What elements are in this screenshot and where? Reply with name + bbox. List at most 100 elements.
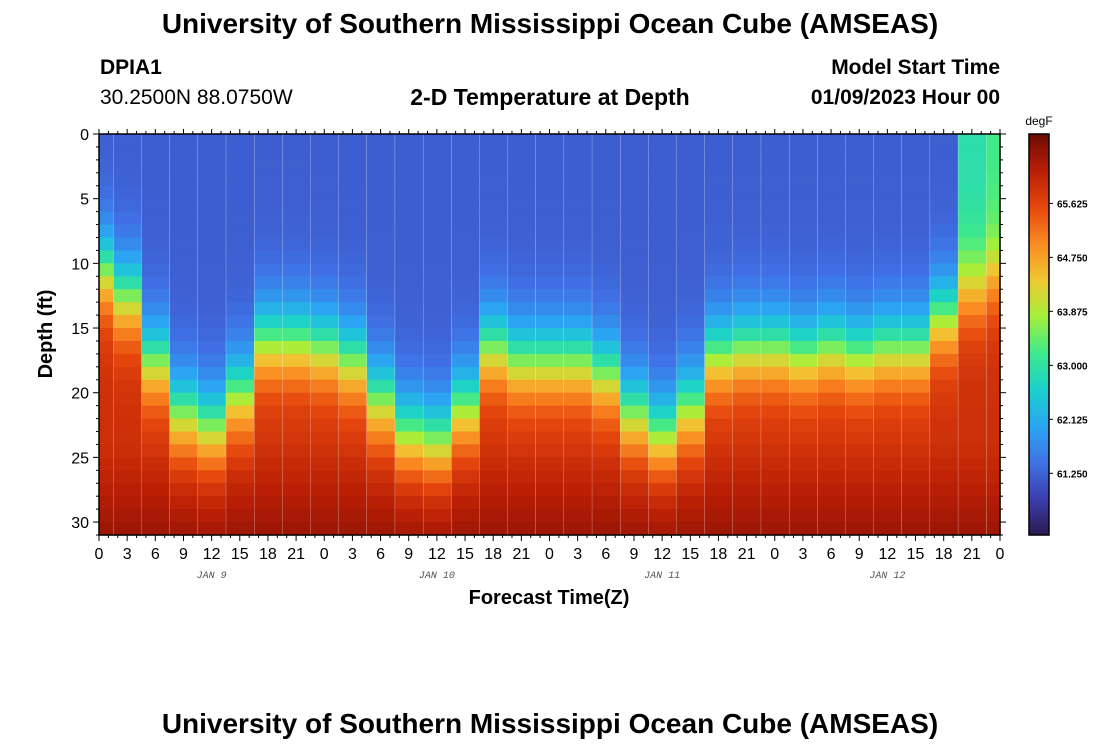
- heatmap-cell: [99, 224, 114, 239]
- heatmap-cell: [310, 353, 339, 368]
- heatmap-cell: [507, 276, 536, 290]
- heatmap-cell: [507, 172, 536, 187]
- heatmap-cell: [817, 405, 846, 420]
- heatmap-cell: [169, 185, 198, 200]
- heatmap-cell: [930, 405, 958, 420]
- heatmap-cell: [254, 237, 283, 252]
- y-tick-label: 5: [80, 192, 89, 209]
- heatmap-cell: [197, 366, 226, 381]
- heatmap-cell: [620, 457, 649, 471]
- heatmap-cell: [873, 276, 902, 290]
- heatmap-cell: [423, 172, 452, 187]
- heatmap-cell: [620, 392, 649, 407]
- heatmap-cell: [620, 315, 649, 329]
- heatmap-cell: [423, 340, 452, 355]
- heatmap-cell: [958, 159, 987, 174]
- heatmap-cell: [845, 522, 874, 536]
- heatmap-cell: [986, 483, 1001, 497]
- x-tick-label: 0: [545, 546, 554, 563]
- heatmap-cell: [282, 134, 311, 148]
- heatmap-cell: [113, 522, 142, 536]
- heatmap-cell: [338, 366, 367, 381]
- heatmap-cell: [986, 289, 1001, 303]
- heatmap-cell: [282, 328, 311, 342]
- heatmap-cell: [113, 302, 142, 316]
- heatmap-cell: [564, 470, 592, 484]
- heatmap-cell: [704, 302, 733, 316]
- heatmap-cell: [310, 496, 339, 510]
- heatmap-cell: [873, 353, 902, 368]
- y-tick-label: 10: [71, 256, 89, 273]
- heatmap-cell: [197, 146, 226, 161]
- heatmap-cell: [845, 483, 874, 497]
- heatmap-cell: [423, 366, 452, 381]
- heatmap-cell: [338, 146, 367, 161]
- heatmap-cell: [113, 185, 142, 200]
- heatmap-cell: [676, 172, 705, 187]
- heatmap-cell: [958, 172, 987, 187]
- heatmap-cell: [676, 159, 705, 174]
- heatmap-cell: [592, 224, 621, 239]
- heatmap-cell: [704, 509, 733, 523]
- heatmap-cell: [338, 134, 367, 148]
- heatmap-cell: [732, 340, 761, 355]
- heatmap-cell: [732, 353, 761, 368]
- heatmap-cell: [564, 496, 592, 510]
- heatmap-cell: [226, 263, 255, 277]
- heatmap-cell: [648, 366, 677, 381]
- colorbar: 61.250 62.125 63.000 63.875 64.750 65.625 degF: [1025, 114, 1088, 536]
- colorbar-bar: [1028, 133, 1050, 536]
- heatmap-cell: [99, 444, 114, 458]
- heatmap-cell: [958, 263, 987, 277]
- heatmap-cell: [197, 328, 226, 342]
- heatmap-cell: [958, 444, 987, 458]
- heatmap-cell: [732, 328, 761, 342]
- heatmap-cell: [648, 353, 677, 368]
- heatmap-cell: [845, 315, 874, 329]
- heatmap-cell: [901, 418, 930, 433]
- heatmap-cell: [620, 185, 649, 200]
- heatmap-cell: [254, 392, 283, 407]
- heatmap-cell: [423, 444, 452, 458]
- heatmap-cell: [845, 302, 874, 316]
- heatmap-cell: [986, 379, 1001, 394]
- heatmap-cell: [676, 250, 705, 264]
- heatmap-cell: [197, 379, 226, 394]
- heatmap-cell: [197, 224, 226, 239]
- heatmap-cell: [451, 431, 480, 446]
- heatmap-cell: [282, 224, 311, 239]
- heatmap-cell: [366, 224, 395, 239]
- heatmap-cell: [226, 315, 255, 329]
- heatmap-cell: [901, 353, 930, 368]
- heatmap-cell: [732, 457, 761, 471]
- heatmap-cell: [845, 392, 874, 407]
- heatmap-cell: [113, 509, 142, 523]
- heatmap-cell: [535, 146, 564, 161]
- heatmap-cell: [310, 328, 339, 342]
- heatmap-cell: [648, 237, 677, 252]
- y-tick-label: 0: [80, 127, 89, 144]
- heatmap-cell: [226, 483, 255, 497]
- heatmap-cell: [986, 263, 1001, 277]
- heatmap-cell: [479, 185, 508, 200]
- heatmap-cell: [817, 353, 846, 368]
- heatmap-cell: [310, 457, 339, 471]
- heatmap-cell: [451, 483, 480, 497]
- heatmap-cell: [99, 211, 114, 226]
- heatmap-cell: [99, 418, 114, 433]
- heatmap-cell: [282, 379, 311, 394]
- heatmap-cell: [197, 250, 226, 264]
- heatmap-cell: [451, 522, 480, 536]
- heatmap-cell: [451, 470, 480, 484]
- heatmap-cell: [338, 302, 367, 316]
- heatmap-cell: [310, 146, 339, 161]
- heatmap-cell: [901, 211, 930, 226]
- x-tick-label: 0: [996, 546, 1005, 563]
- heatmap-cell: [845, 366, 874, 381]
- heatmap-cell: [901, 496, 930, 510]
- heatmap-cell: [592, 159, 621, 174]
- heatmap-cell: [648, 496, 677, 510]
- heatmap-cell: [338, 263, 367, 277]
- x-tick-label: 3: [798, 546, 807, 563]
- heatmap-cell: [564, 340, 592, 355]
